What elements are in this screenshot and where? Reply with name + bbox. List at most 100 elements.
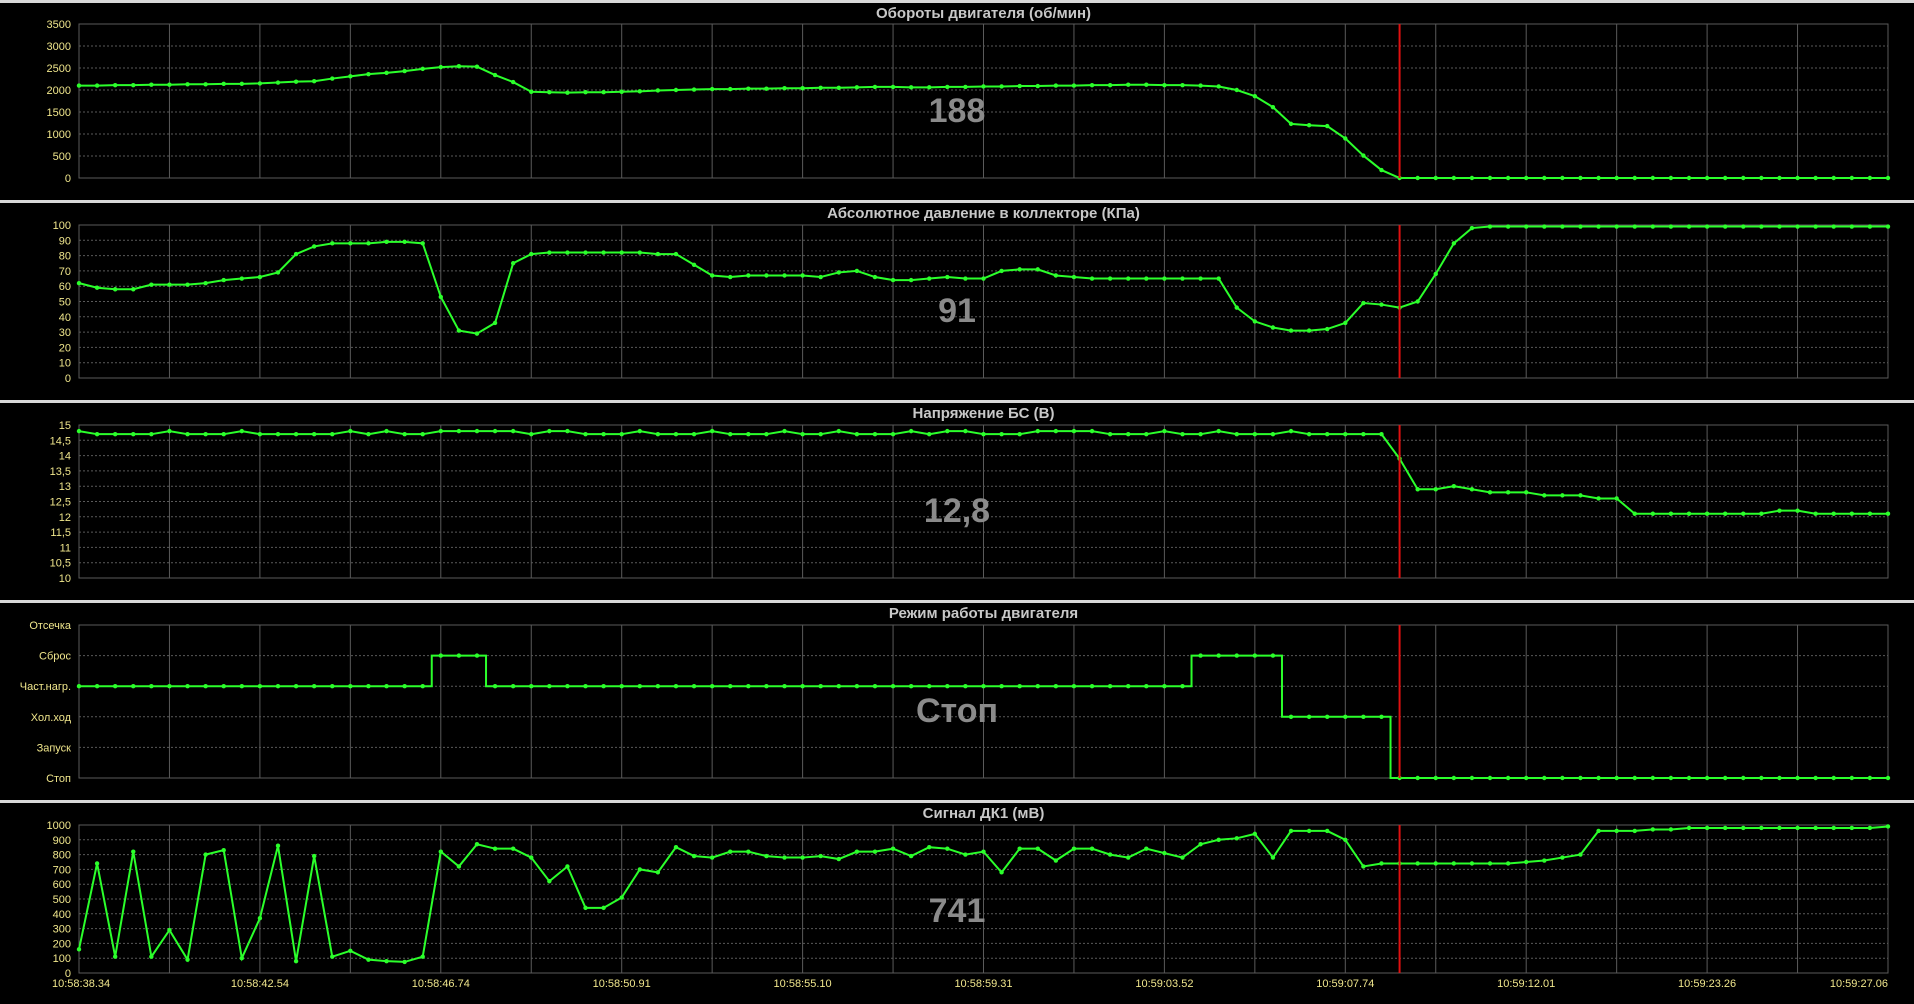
data-point xyxy=(1451,175,1457,181)
y-tick-label: 500 xyxy=(53,894,71,906)
data-point xyxy=(1704,775,1710,781)
data-point xyxy=(293,958,299,964)
data-point xyxy=(1306,828,1312,834)
data-point xyxy=(637,89,642,94)
data-point xyxy=(637,250,642,255)
data-point xyxy=(76,947,82,952)
data-point xyxy=(167,927,172,933)
data-point xyxy=(1831,775,1836,781)
data-point xyxy=(275,843,281,848)
panel-separator xyxy=(0,400,1914,403)
data-point xyxy=(1162,684,1167,689)
data-point xyxy=(583,250,588,255)
data-point xyxy=(854,849,860,854)
y-tick-label: 600 xyxy=(53,879,71,891)
data-point xyxy=(1198,653,1203,658)
data-point xyxy=(311,684,317,689)
data-point xyxy=(1433,487,1438,492)
data-point xyxy=(293,684,299,689)
data-point xyxy=(890,684,896,689)
data-point xyxy=(1234,87,1239,93)
data-point xyxy=(1379,167,1384,173)
y-tick-label: 13,5 xyxy=(50,466,71,478)
data-point xyxy=(94,684,100,689)
data-point xyxy=(547,250,552,255)
chart-panel-4: Стоп Запуск Хол.ход Част.нагр. Сброс Отсечка Р… xyxy=(0,600,1914,785)
data-point xyxy=(1560,224,1565,229)
data-point xyxy=(890,84,896,90)
data-point xyxy=(818,684,823,689)
x-tick-label: 10:58:38.34 xyxy=(52,978,110,990)
data-point xyxy=(1704,175,1710,181)
data-point xyxy=(348,428,353,434)
y-tick-label: 1500 xyxy=(47,107,71,119)
data-point xyxy=(203,431,208,437)
data-point xyxy=(221,81,226,87)
data-point xyxy=(1560,175,1565,181)
y-tick-label: 500 xyxy=(53,151,71,163)
y-tick-label: 15 xyxy=(59,420,71,432)
data-point xyxy=(330,241,335,246)
data-point xyxy=(1415,861,1420,866)
data-point xyxy=(963,276,968,281)
data-point xyxy=(1126,855,1131,860)
y-tick-label: 2500 xyxy=(47,63,71,75)
data-point xyxy=(1777,775,1782,781)
data-point xyxy=(1560,775,1565,781)
data-point xyxy=(1053,684,1059,689)
data-point xyxy=(474,428,480,434)
data-point xyxy=(854,684,860,689)
x-tick-label: 10:58:55.10 xyxy=(774,978,832,990)
data-point xyxy=(1885,175,1891,181)
data-point xyxy=(1144,846,1149,851)
data-point xyxy=(492,72,498,78)
data-point xyxy=(981,84,986,89)
data-point xyxy=(185,431,190,437)
data-point xyxy=(836,85,841,91)
panel-separator xyxy=(0,0,1914,3)
data-point xyxy=(709,684,715,689)
data-point xyxy=(1361,714,1366,719)
x-tick-label: 10:58:59.31 xyxy=(954,978,1012,990)
data-point xyxy=(1867,775,1873,781)
data-point xyxy=(330,684,335,689)
data-point xyxy=(818,853,823,859)
data-point xyxy=(239,956,245,961)
data-point xyxy=(1180,431,1185,437)
data-point xyxy=(547,879,552,884)
data-point xyxy=(1089,428,1095,434)
data-point xyxy=(655,870,661,875)
data-point xyxy=(945,428,950,434)
data-point xyxy=(872,431,878,437)
data-point xyxy=(1089,846,1095,851)
data-point xyxy=(1288,121,1294,127)
data-point xyxy=(1578,775,1583,781)
data-point xyxy=(1777,224,1782,229)
data-point xyxy=(1614,224,1619,229)
data-point xyxy=(1560,855,1565,860)
data-point xyxy=(1668,827,1674,832)
data-point xyxy=(1180,82,1185,88)
data-point xyxy=(655,431,661,437)
data-point xyxy=(1252,319,1258,324)
data-point xyxy=(836,684,841,689)
data-point xyxy=(94,285,100,290)
data-point xyxy=(1722,825,1728,831)
data-point xyxy=(1053,83,1059,88)
data-point xyxy=(438,294,443,300)
data-point xyxy=(203,684,208,689)
data-point xyxy=(1035,846,1040,851)
data-point xyxy=(167,282,172,287)
y-tick-label: 300 xyxy=(53,924,71,936)
data-point xyxy=(1578,493,1583,498)
data-point xyxy=(1451,775,1457,781)
data-point xyxy=(1650,775,1656,781)
y-tick-label: 12,5 xyxy=(50,497,71,509)
data-point xyxy=(1542,175,1547,181)
data-point xyxy=(1126,684,1131,689)
data-point xyxy=(1505,175,1511,181)
data-point xyxy=(927,684,932,689)
data-point xyxy=(257,274,263,280)
data-point xyxy=(709,86,715,92)
